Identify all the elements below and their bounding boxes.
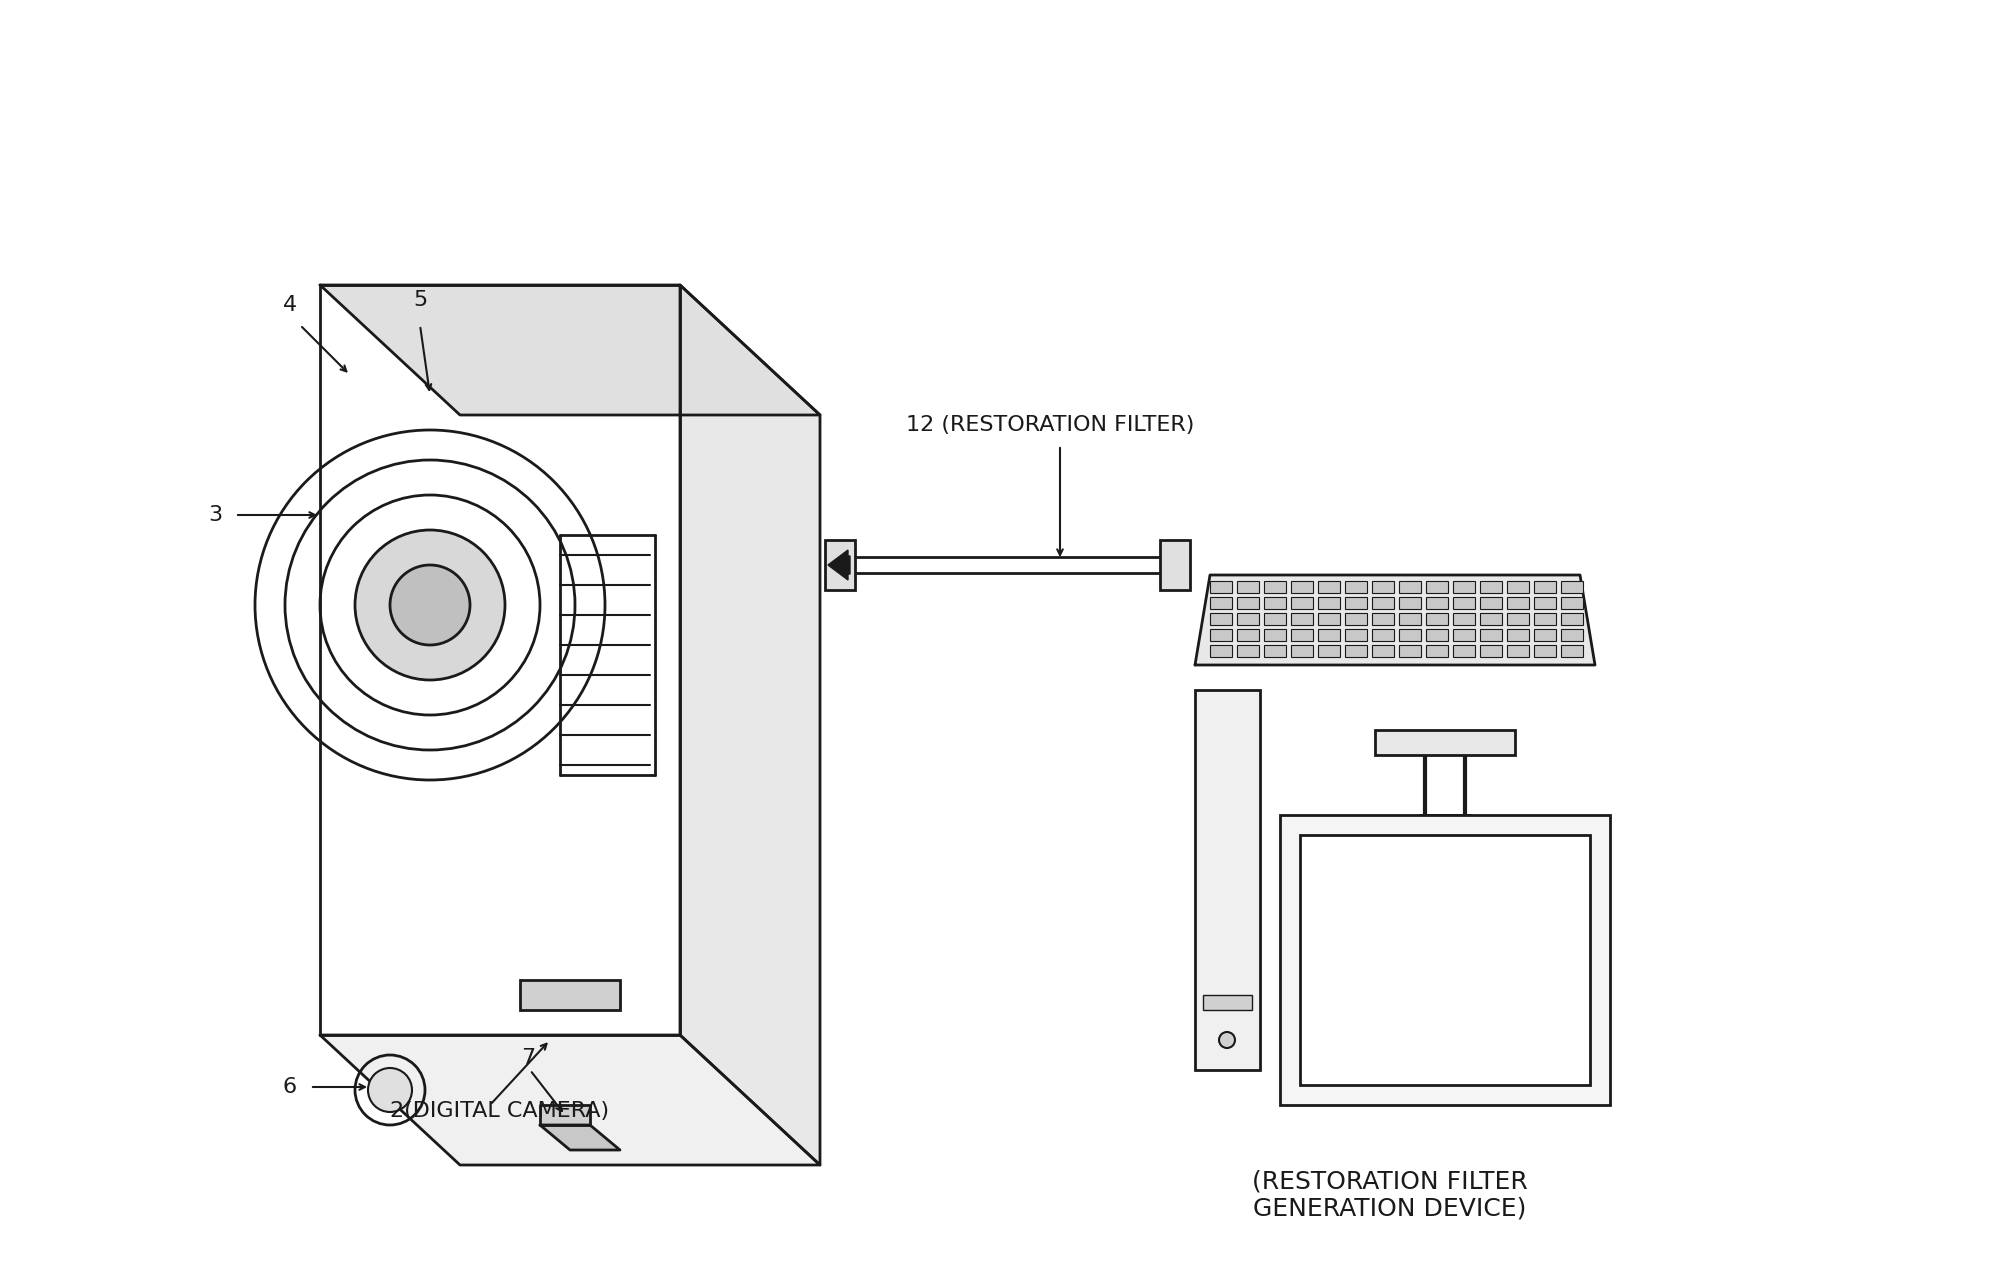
Bar (1426, 597, 1448, 608)
Bar (1300, 835, 1589, 1085)
Bar (1535, 629, 1557, 641)
Bar (1398, 614, 1420, 625)
Bar (1535, 581, 1557, 593)
Bar (1318, 629, 1340, 641)
Bar (1292, 629, 1314, 641)
Bar (1238, 614, 1260, 625)
Polygon shape (540, 1106, 591, 1125)
Bar (1195, 689, 1260, 1070)
Text: 7: 7 (520, 1047, 534, 1068)
Polygon shape (679, 285, 820, 1165)
Text: 3: 3 (209, 505, 223, 525)
Bar (1318, 645, 1340, 657)
Text: 12 (RESTORATION FILTER): 12 (RESTORATION FILTER) (906, 415, 1193, 435)
Bar (1203, 996, 1252, 1009)
Bar (1507, 581, 1529, 593)
Bar (1372, 597, 1394, 608)
Bar (826, 540, 856, 589)
Bar (1398, 645, 1420, 657)
Bar (1507, 614, 1529, 625)
Bar (1426, 614, 1448, 625)
Bar (1264, 629, 1286, 641)
Bar (1209, 597, 1232, 608)
Text: (RESTORATION FILTER
GENERATION DEVICE): (RESTORATION FILTER GENERATION DEVICE) (1252, 1169, 1529, 1221)
FancyArrow shape (828, 550, 850, 579)
Polygon shape (319, 285, 679, 1035)
Bar (1398, 629, 1420, 641)
Bar (1453, 629, 1475, 641)
Bar (1372, 581, 1394, 593)
Bar (1372, 645, 1394, 657)
Bar (1507, 629, 1529, 641)
Bar (1264, 581, 1286, 593)
Bar (1398, 597, 1420, 608)
Bar (1561, 629, 1583, 641)
Polygon shape (319, 285, 820, 415)
Bar (1280, 815, 1609, 1106)
Text: 2(DIGITAL CAMERA): 2(DIGITAL CAMERA) (390, 1101, 609, 1121)
Polygon shape (540, 1125, 621, 1150)
Bar (1561, 581, 1583, 593)
Bar (1453, 581, 1475, 593)
Polygon shape (1195, 576, 1595, 665)
Bar (1426, 581, 1448, 593)
Bar (1292, 581, 1314, 593)
Bar (1209, 629, 1232, 641)
Bar (1344, 581, 1366, 593)
Bar (1238, 629, 1260, 641)
Bar (1374, 730, 1515, 755)
Bar (1507, 597, 1529, 608)
Bar (1238, 645, 1260, 657)
Bar (1453, 645, 1475, 657)
Circle shape (368, 1068, 412, 1112)
Bar (1159, 540, 1189, 589)
Bar (1535, 614, 1557, 625)
Bar (1535, 597, 1557, 608)
Bar (1264, 597, 1286, 608)
Text: 4: 4 (283, 295, 297, 315)
Bar (1238, 597, 1260, 608)
Bar (1398, 581, 1420, 593)
Text: 6: 6 (283, 1077, 297, 1097)
Bar (1507, 645, 1529, 657)
Bar (1209, 581, 1232, 593)
Bar (1426, 629, 1448, 641)
Bar (1264, 614, 1286, 625)
Text: 11: 11 (1376, 960, 1404, 980)
Bar (1292, 645, 1314, 657)
Bar (1561, 645, 1583, 657)
Bar (1292, 614, 1314, 625)
Text: 5: 5 (414, 290, 428, 310)
Bar (1344, 629, 1366, 641)
Circle shape (1219, 1032, 1236, 1047)
Bar (1264, 645, 1286, 657)
Bar (1318, 614, 1340, 625)
Bar (1372, 614, 1394, 625)
Bar (1481, 597, 1503, 608)
Bar (1344, 597, 1366, 608)
Bar (1426, 645, 1448, 657)
Bar (1238, 581, 1260, 593)
Circle shape (356, 530, 504, 681)
Bar (1453, 597, 1475, 608)
Bar (1535, 645, 1557, 657)
Bar (1318, 581, 1340, 593)
Bar (1481, 629, 1503, 641)
Bar (1344, 614, 1366, 625)
Bar (1318, 597, 1340, 608)
Bar (1372, 629, 1394, 641)
Polygon shape (319, 1035, 820, 1165)
Circle shape (390, 565, 470, 645)
Bar (1481, 645, 1503, 657)
Bar (1344, 645, 1366, 657)
Bar (1481, 614, 1503, 625)
Bar (1453, 614, 1475, 625)
Bar (1481, 581, 1503, 593)
Bar (1209, 645, 1232, 657)
Bar (1561, 597, 1583, 608)
Bar (520, 980, 621, 1009)
Bar (1561, 614, 1583, 625)
Bar (1209, 614, 1232, 625)
Bar (1292, 597, 1314, 608)
